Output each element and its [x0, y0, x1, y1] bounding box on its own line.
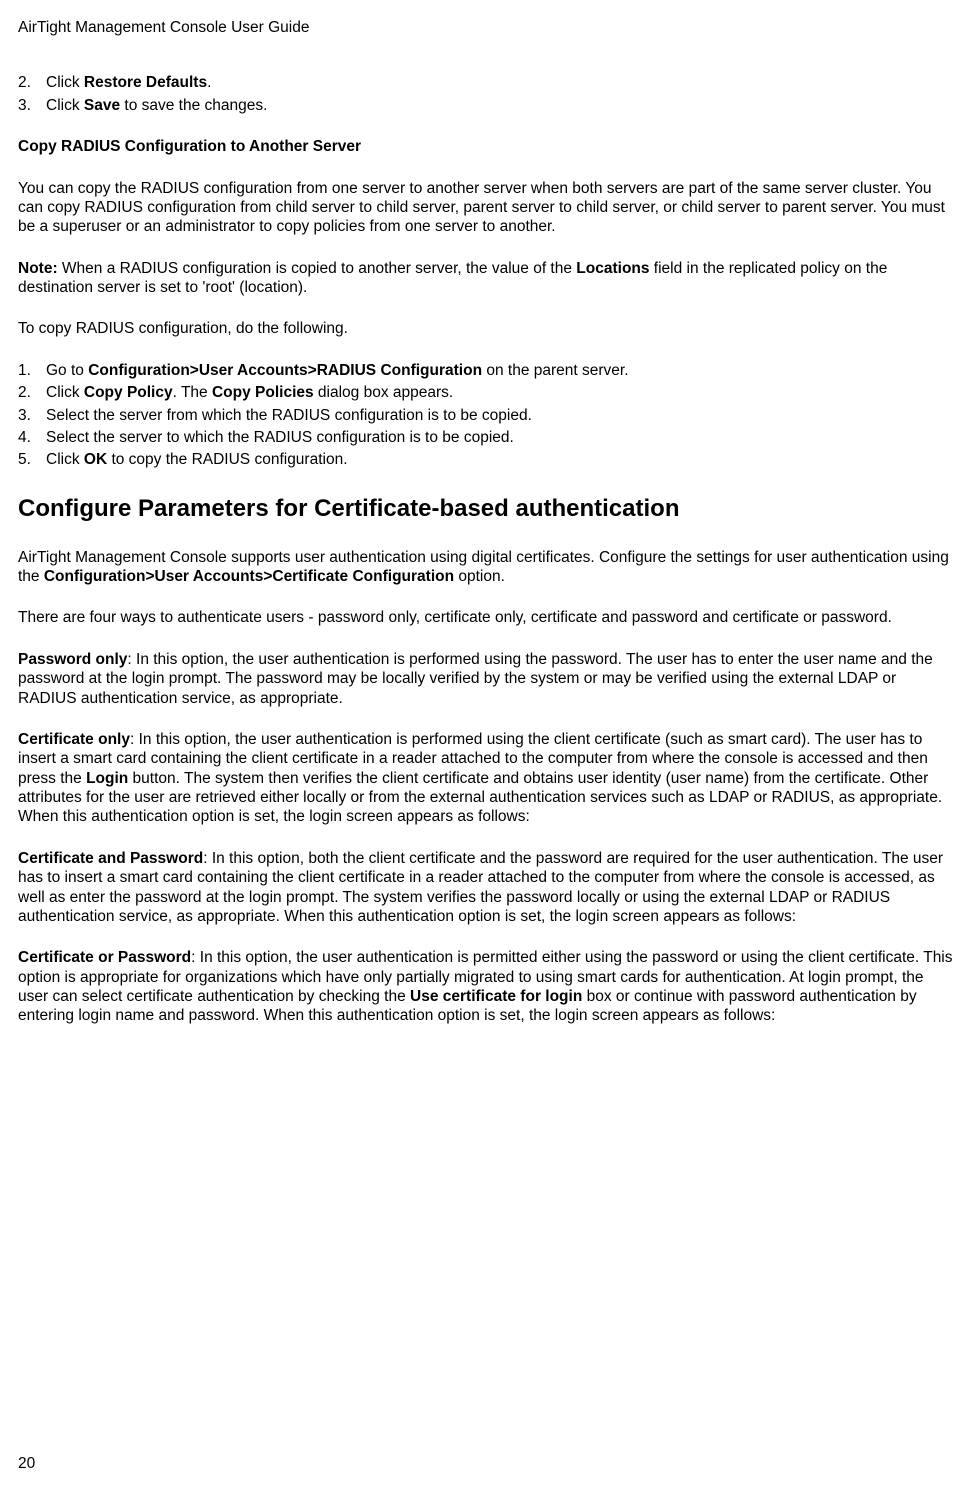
body-text: button. The system then verifies the cli…	[18, 770, 942, 826]
bold-text: Certificate and Password	[18, 850, 203, 867]
list-text: dialog box appears.	[314, 384, 454, 401]
list-item: 5.Click OK to copy the RADIUS configurat…	[18, 450, 954, 469]
body-text: When a RADIUS configuration is copied to…	[58, 260, 577, 277]
bold-text: Configuration>User Accounts>Certificate …	[44, 568, 454, 585]
bold-text: Save	[84, 97, 120, 114]
paragraph: Certificate and Password: In this option…	[18, 849, 954, 927]
bold-text: Certificate or Password	[18, 949, 191, 966]
list-item: 4.Select the server to which the RADIUS …	[18, 428, 954, 447]
doc-header: AirTight Management Console User Guide	[18, 18, 954, 37]
body-text: option.	[454, 568, 505, 585]
list-number: 2.	[18, 383, 46, 402]
list-number: 3.	[18, 96, 46, 115]
list-text: to copy the RADIUS configuration.	[107, 451, 347, 468]
bold-text: Restore Defaults	[84, 74, 207, 91]
paragraph: Password only: In this option, the user …	[18, 650, 954, 708]
list-number: 3.	[18, 406, 46, 425]
bold-text: Login	[86, 770, 128, 787]
list-text: Click	[46, 384, 84, 401]
bold-text: Copy Policy	[84, 384, 173, 401]
list-text: .	[207, 74, 211, 91]
paragraph: You can copy the RADIUS configuration fr…	[18, 179, 954, 237]
list-text: . The	[173, 384, 212, 401]
bold-text: Use certificate for login	[410, 988, 582, 1005]
list-number: 1.	[18, 361, 46, 380]
main-heading: Configure Parameters for Certificate-bas…	[18, 494, 954, 524]
list-text: on the parent server.	[482, 362, 628, 379]
bold-text: OK	[84, 451, 107, 468]
section-heading: Copy RADIUS Configuration to Another Ser…	[18, 137, 954, 156]
paragraph: Certificate or Password: In this option,…	[18, 948, 954, 1026]
body-text: : In this option, the user authenticatio…	[18, 651, 933, 707]
list-text: Select the server from which the RADIUS …	[46, 407, 532, 424]
bold-text: Locations	[576, 260, 649, 277]
list-number: 4.	[18, 428, 46, 447]
list-text: Click	[46, 451, 84, 468]
bold-text: Copy Policies	[212, 384, 314, 401]
list-item: 3.Click Save to save the changes.	[18, 96, 954, 115]
paragraph: To copy RADIUS configuration, do the fol…	[18, 319, 954, 338]
paragraph: AirTight Management Console supports use…	[18, 548, 954, 587]
list-item: 2.Click Copy Policy. The Copy Policies d…	[18, 383, 954, 402]
bold-text: Certificate only	[18, 731, 130, 748]
list-text: Click	[46, 97, 84, 114]
list-number: 2.	[18, 73, 46, 92]
list-text: Select the server to which the RADIUS co…	[46, 429, 514, 446]
list-number: 5.	[18, 450, 46, 469]
list-text: Go to	[46, 362, 88, 379]
bold-text: Configuration>User Accounts>RADIUS Confi…	[88, 362, 482, 379]
list-text: Click	[46, 74, 84, 91]
page-number: 20	[18, 1454, 35, 1473]
list-item: 3.Select the server from which the RADIU…	[18, 406, 954, 425]
list-item: 1.Go to Configuration>User Accounts>RADI…	[18, 361, 954, 380]
list-item: 2.Click Restore Defaults.	[18, 73, 954, 92]
bold-text: Note:	[18, 260, 58, 277]
paragraph: Note: When a RADIUS configuration is cop…	[18, 259, 954, 298]
paragraph: Certificate only: In this option, the us…	[18, 730, 954, 827]
paragraph: There are four ways to authenticate user…	[18, 608, 954, 627]
list-text: to save the changes.	[120, 97, 267, 114]
bold-text: Password only	[18, 651, 127, 668]
